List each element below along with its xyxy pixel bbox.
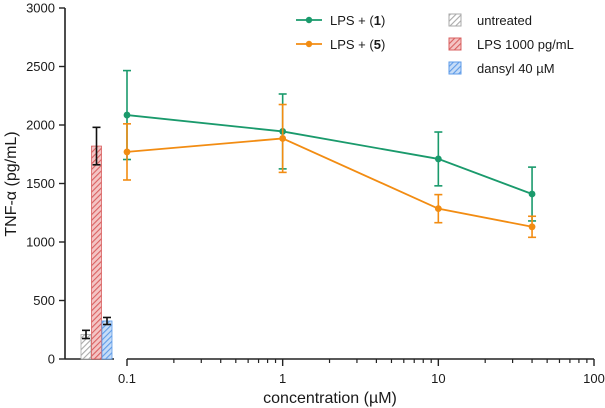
- x-tick-label: 0.1: [118, 371, 136, 386]
- legend-entry-series-5: LPS + (5): [296, 37, 385, 52]
- y-tick-label: 1000: [26, 235, 55, 250]
- x-axis-title: concentration (µM): [263, 390, 397, 407]
- x-tick-label: 100: [583, 371, 605, 386]
- legend-label-lps: LPS 1000 pg/mL: [477, 37, 574, 52]
- y-axis-title: TNF-α (pg/mL): [3, 131, 20, 236]
- legend-entry-dansyl: dansyl 40 µM: [448, 61, 555, 76]
- legend-swatch-lps: [448, 37, 462, 51]
- y-tick-label: 2500: [26, 59, 55, 74]
- series-1-point: [528, 190, 536, 198]
- bar-lps: [91, 145, 102, 360]
- legend-entry-untreated: untreated: [448, 13, 532, 28]
- legend-swatch-untreated: [448, 13, 462, 27]
- series-line-5: [126, 137, 533, 228]
- legend-entry-lps: LPS 1000 pg/mL: [448, 37, 574, 52]
- series-1-point: [123, 111, 131, 119]
- legend-swatch-dansyl: [448, 61, 462, 75]
- legend-label-series-1: LPS + (1): [330, 13, 385, 28]
- series-5-point: [123, 148, 131, 156]
- x-tick-label: 1: [279, 371, 286, 386]
- y-tick-label: 3000: [26, 1, 55, 16]
- legend-entry-series-1: LPS + (1): [296, 13, 385, 28]
- series-5-point: [434, 205, 442, 213]
- series-5-point: [279, 135, 287, 142]
- series-line-1: [126, 114, 533, 195]
- x-tick-label: 10: [431, 371, 445, 386]
- series-5-point: [528, 223, 536, 231]
- legend-label-dansyl: dansyl 40 µM: [477, 61, 555, 76]
- series-1-point: [434, 155, 442, 163]
- legend-marker-series-5: [305, 40, 313, 48]
- bar-dansyl: [101, 320, 113, 360]
- legend-marker-series-1: [305, 16, 313, 24]
- y-tick-label: 1500: [26, 176, 55, 191]
- legend-label-series-5: LPS + (5): [330, 37, 385, 52]
- y-tick-label: 0: [48, 352, 55, 367]
- legend-label-untreated: untreated: [477, 13, 532, 28]
- legend: LPS + (1) LPS + (5) untreated LPS 1000 p…: [296, 13, 574, 76]
- y-tick-label: 500: [33, 293, 55, 308]
- y-tick-label: 2000: [26, 118, 55, 133]
